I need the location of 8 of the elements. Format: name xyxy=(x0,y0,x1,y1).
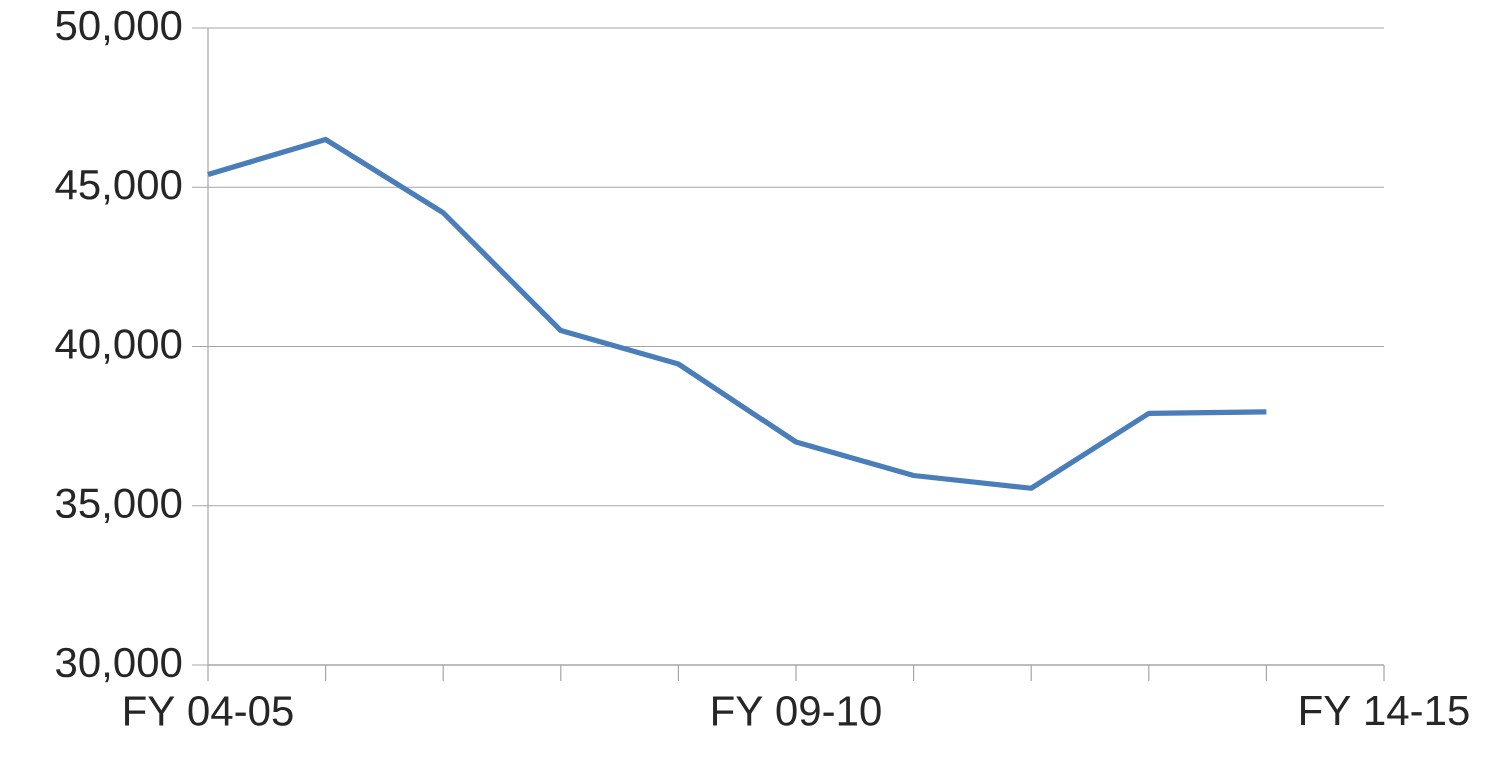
y-tick-label: 40,000 xyxy=(55,329,182,364)
y-tick-label: 35,000 xyxy=(56,488,182,524)
y-tick-label: 45,000 xyxy=(55,169,182,205)
y-tick-label: 50,000 xyxy=(56,10,182,46)
y-tick-label: 30,000 xyxy=(56,647,182,683)
x-tick-label: FY 14-15 xyxy=(1301,696,1469,726)
x-tick-label: FY 04-05 xyxy=(125,696,293,726)
x-tick-label: FY 09-10 xyxy=(713,696,881,726)
